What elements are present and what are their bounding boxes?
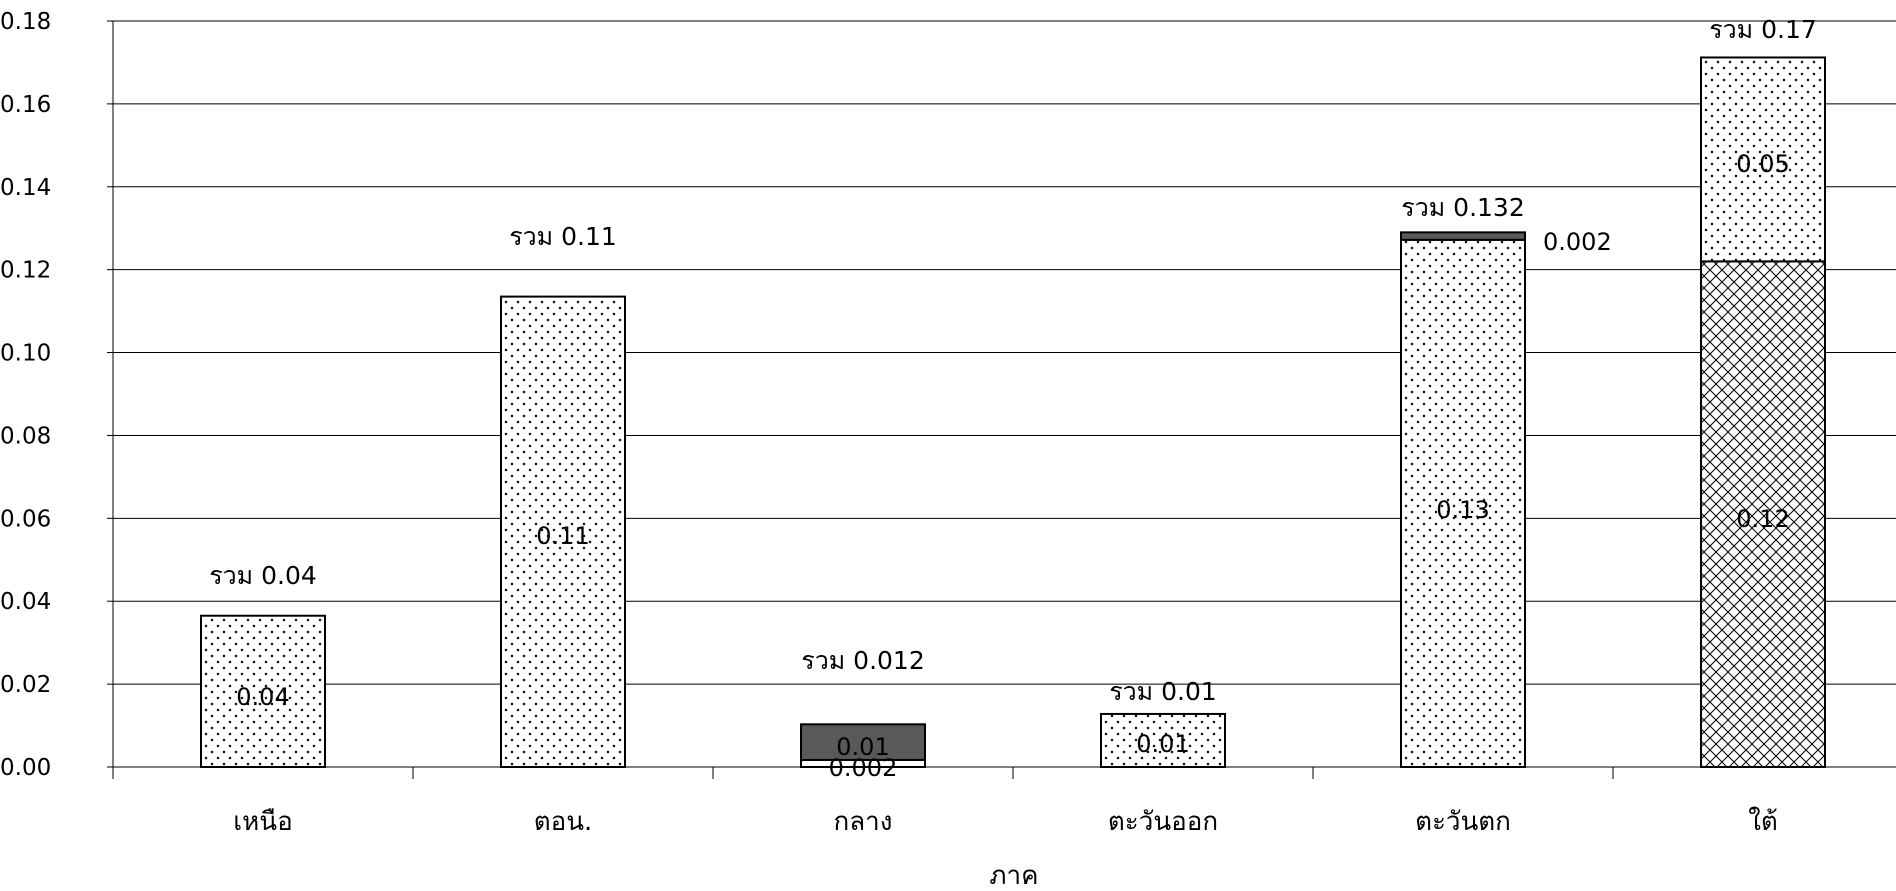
y-tick-label: 0.10 — [0, 341, 51, 367]
x-tick-label: ตอน. — [534, 807, 593, 837]
data-label: 0.01 — [836, 733, 889, 761]
x-axis-title: ภาค — [989, 861, 1038, 891]
total-label: รวม 0.17 — [1709, 15, 1817, 44]
y-tick-label: 0.18 — [0, 9, 51, 35]
data-label: 0.13 — [1436, 496, 1489, 524]
x-tick-label: ตะวันตก — [1415, 807, 1511, 837]
x-tick-label: กลาง — [834, 807, 893, 837]
total-label: รวม 0.11 — [509, 222, 617, 251]
data-label: 0.002 — [829, 754, 898, 782]
x-tick-label: เหนือ — [233, 807, 292, 837]
total-label: รวม 0.012 — [801, 646, 924, 675]
labels: 0.120.0020.040.110.010.130.050.010.002รว… — [209, 15, 1817, 782]
y-tick-label: 0.08 — [0, 423, 51, 449]
total-label: รวม 0.04 — [209, 561, 317, 590]
data-label: 0.05 — [1736, 150, 1789, 178]
bar-segment — [1400, 238, 1526, 768]
total-label: รวม 0.132 — [1401, 193, 1524, 222]
bars — [200, 56, 1826, 769]
bar-segment — [200, 614, 326, 768]
bar-segment — [800, 723, 926, 761]
total-label: รวม 0.01 — [1109, 677, 1217, 706]
x-tick-label: ตะวันออก — [1108, 807, 1218, 837]
y-tick-label: 0.16 — [0, 92, 51, 118]
data-label: 0.04 — [236, 683, 289, 711]
data-label: 0.002 — [1543, 228, 1612, 256]
y-tick-label: 0.12 — [0, 258, 51, 284]
bar-segment — [1700, 56, 1826, 263]
y-tick-label: 0.04 — [0, 589, 51, 615]
axes: 0.00 0.02 0.04 0.06 0.08 0.10 0.12 0.14 0.16 0.18… — [0, 9, 1896, 837]
bar-segment — [500, 295, 626, 768]
gridlines — [113, 20, 1896, 685]
y-tick-label: 0.06 — [0, 506, 51, 532]
y-tick-label: 0.00 — [0, 755, 51, 781]
data-label: 0.01 — [1136, 730, 1189, 758]
bar-segment — [1100, 712, 1226, 768]
y-tick-label: 0.14 — [0, 175, 51, 201]
bar-segment — [1400, 231, 1526, 241]
x-tick-label: ใต้ — [1748, 807, 1778, 837]
y-tick-label: 0.02 — [0, 672, 51, 698]
data-label: 0.11 — [536, 522, 589, 550]
bar-segment — [1700, 260, 1826, 768]
data-label: 0.12 — [1736, 505, 1789, 533]
